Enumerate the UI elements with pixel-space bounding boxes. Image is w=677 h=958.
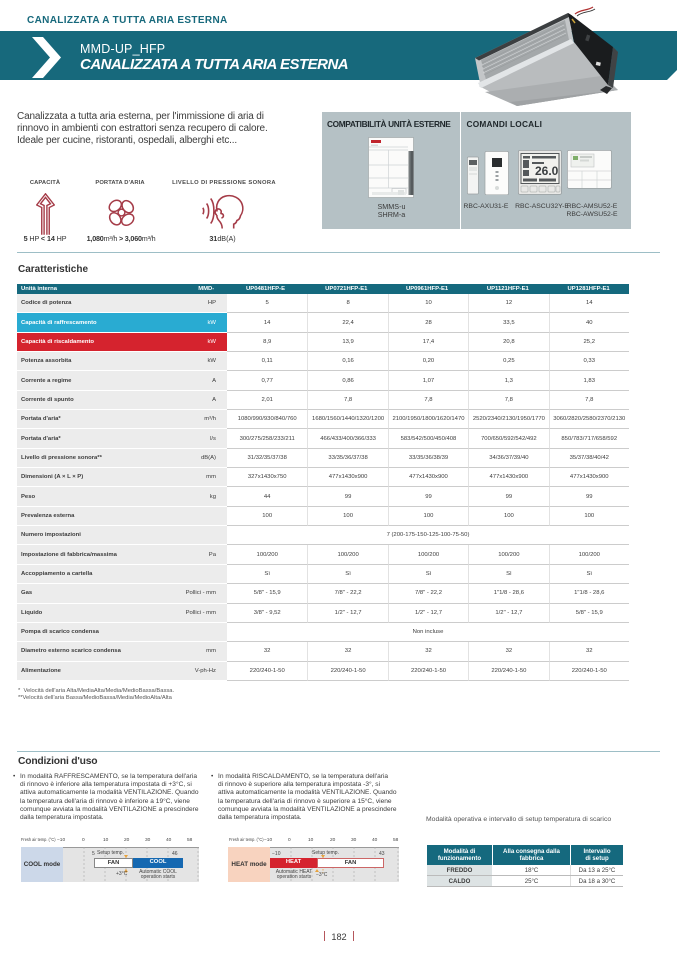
- svg-text:26.0: 26.0: [535, 164, 559, 178]
